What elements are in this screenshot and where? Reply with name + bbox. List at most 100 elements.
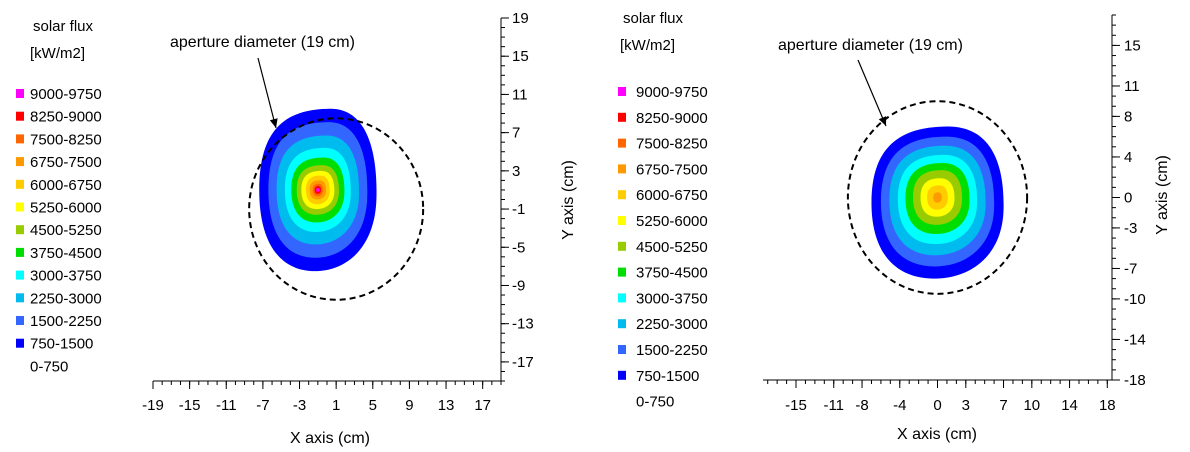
y-tick-label: -18 <box>1124 372 1146 389</box>
legend-label: 2250-3000 <box>636 316 708 333</box>
legend-label: 6000-6750 <box>636 187 708 204</box>
legend-swatch <box>618 216 626 225</box>
y-tick-label: 8 <box>1124 108 1132 125</box>
legend-label: 4500-5250 <box>30 222 102 239</box>
x-tick-label: 3 <box>962 397 970 414</box>
annotation-arrowhead <box>878 116 887 126</box>
contour-band <box>933 192 942 203</box>
x-axis-label: X axis (cm) <box>290 430 370 447</box>
y-axis-label: Y axis (cm) <box>1154 155 1171 235</box>
y-tick-label: -9 <box>512 277 525 294</box>
legend-swatch <box>16 157 24 167</box>
x-tick-label: 18 <box>1099 397 1116 414</box>
legend-swatch <box>16 270 24 280</box>
x-tick-label: 17 <box>474 397 491 414</box>
x-tick-label: 1 <box>332 397 340 414</box>
legend-label: 3000-3750 <box>30 268 102 285</box>
legend-label: 5250-6000 <box>636 213 708 230</box>
y-tick-label: -5 <box>512 239 525 256</box>
legend-swatch <box>618 138 626 148</box>
x-axis-label: X axis (cm) <box>897 426 977 443</box>
legend-swatch <box>618 87 626 96</box>
legend-label: 0-750 <box>636 394 674 411</box>
y-tick-label: -13 <box>512 316 534 333</box>
x-tick-label: 9 <box>405 397 413 414</box>
legend-label: 8250-9000 <box>636 110 708 127</box>
y-tick-label: -3 <box>1124 220 1137 237</box>
legend-label: 7500-8250 <box>30 131 102 148</box>
legend-swatch <box>16 338 24 348</box>
x-tick-label: 5 <box>369 397 377 414</box>
legend-swatch <box>618 241 626 251</box>
x-tick-label: -15 <box>785 397 807 414</box>
y-tick-label: -17 <box>512 354 534 371</box>
x-tick-label: -3 <box>293 397 306 414</box>
annotation-arrow-line <box>857 59 887 127</box>
legend-label: 3750-4500 <box>30 245 102 262</box>
chart-panel-left: solar flux [kW/m2] 9000-9750 8250-9000 7500-… <box>16 10 577 447</box>
legend-swatch <box>618 293 626 303</box>
legend-label: 1500-2250 <box>636 342 708 359</box>
x-tick-label: 13 <box>438 397 455 414</box>
legend-label: 1500-2250 <box>30 313 102 330</box>
legend-label: 8250-9000 <box>30 109 102 126</box>
contour-band <box>316 188 320 192</box>
legend-unit: [kW/m2] <box>30 45 85 62</box>
y-tick-label: -14 <box>1124 331 1146 348</box>
y-tick-label: 11 <box>512 86 528 103</box>
legend-swatch <box>16 247 24 257</box>
x-tick-label: 14 <box>1061 397 1078 414</box>
legend-swatch <box>16 134 24 144</box>
y-tick-label: 11 <box>1124 78 1140 95</box>
legend-swatch <box>16 316 24 325</box>
legend-label: 750-1500 <box>636 368 699 385</box>
legend-label: 6750-7500 <box>30 154 102 171</box>
legend-swatch <box>16 225 24 235</box>
y-tick-label: 3 <box>512 163 520 180</box>
x-tick-label: -19 <box>142 397 164 414</box>
y-tick-label: 15 <box>1124 37 1141 54</box>
legend-label: 0-750 <box>30 358 68 375</box>
y-tick-label: -7 <box>1124 260 1137 277</box>
legend-label: 4500-5250 <box>636 239 708 256</box>
y-tick-label: 4 <box>1124 149 1132 166</box>
legend-swatch <box>618 370 626 380</box>
y-tick-label: 15 <box>512 48 529 65</box>
legend-swatch <box>16 179 24 189</box>
legend-label: 3750-4500 <box>636 265 708 282</box>
y-tick-label: -10 <box>1124 291 1146 308</box>
legend-swatch <box>16 111 24 121</box>
legend-swatch <box>618 267 626 277</box>
legend-swatch <box>16 293 24 303</box>
x-tick-label: -11 <box>216 397 237 414</box>
legend-swatch <box>618 190 626 200</box>
y-tick-label: 0 <box>1124 190 1132 207</box>
legend-label: 750-1500 <box>30 336 93 353</box>
y-tick-label: -1 <box>512 201 525 218</box>
legend-swatch <box>618 319 626 329</box>
y-tick-label: 19 <box>512 10 529 27</box>
legend-swatch <box>618 112 626 122</box>
legend-title: solar flux <box>623 10 684 27</box>
legend-label: 6000-6750 <box>30 177 102 194</box>
legend-swatch <box>16 202 24 212</box>
y-axis-label: Y axis (cm) <box>560 160 577 240</box>
x-tick-label: -11 <box>823 397 844 414</box>
aperture-circle <box>248 117 425 301</box>
legend-label: 6750-7500 <box>636 161 708 178</box>
aperture-annotation: aperture diameter (19 cm) <box>170 34 355 51</box>
legend-unit: [kW/m2] <box>620 37 675 54</box>
aperture-annotation: aperture diameter (19 cm) <box>778 37 963 54</box>
x-tick-label: -4 <box>893 397 906 414</box>
legend-swatch <box>618 345 626 354</box>
legend-label: 7500-8250 <box>636 136 708 153</box>
x-tick-label: 0 <box>933 397 941 414</box>
legend-swatch <box>16 89 24 98</box>
x-tick-label: -8 <box>855 397 868 414</box>
legend-label: 3000-3750 <box>636 290 708 307</box>
legend-title: solar flux <box>33 18 94 35</box>
legend-label: 9000-9750 <box>636 84 708 101</box>
legend-label: 9000-9750 <box>30 86 102 103</box>
x-tick-label: -7 <box>256 397 269 414</box>
